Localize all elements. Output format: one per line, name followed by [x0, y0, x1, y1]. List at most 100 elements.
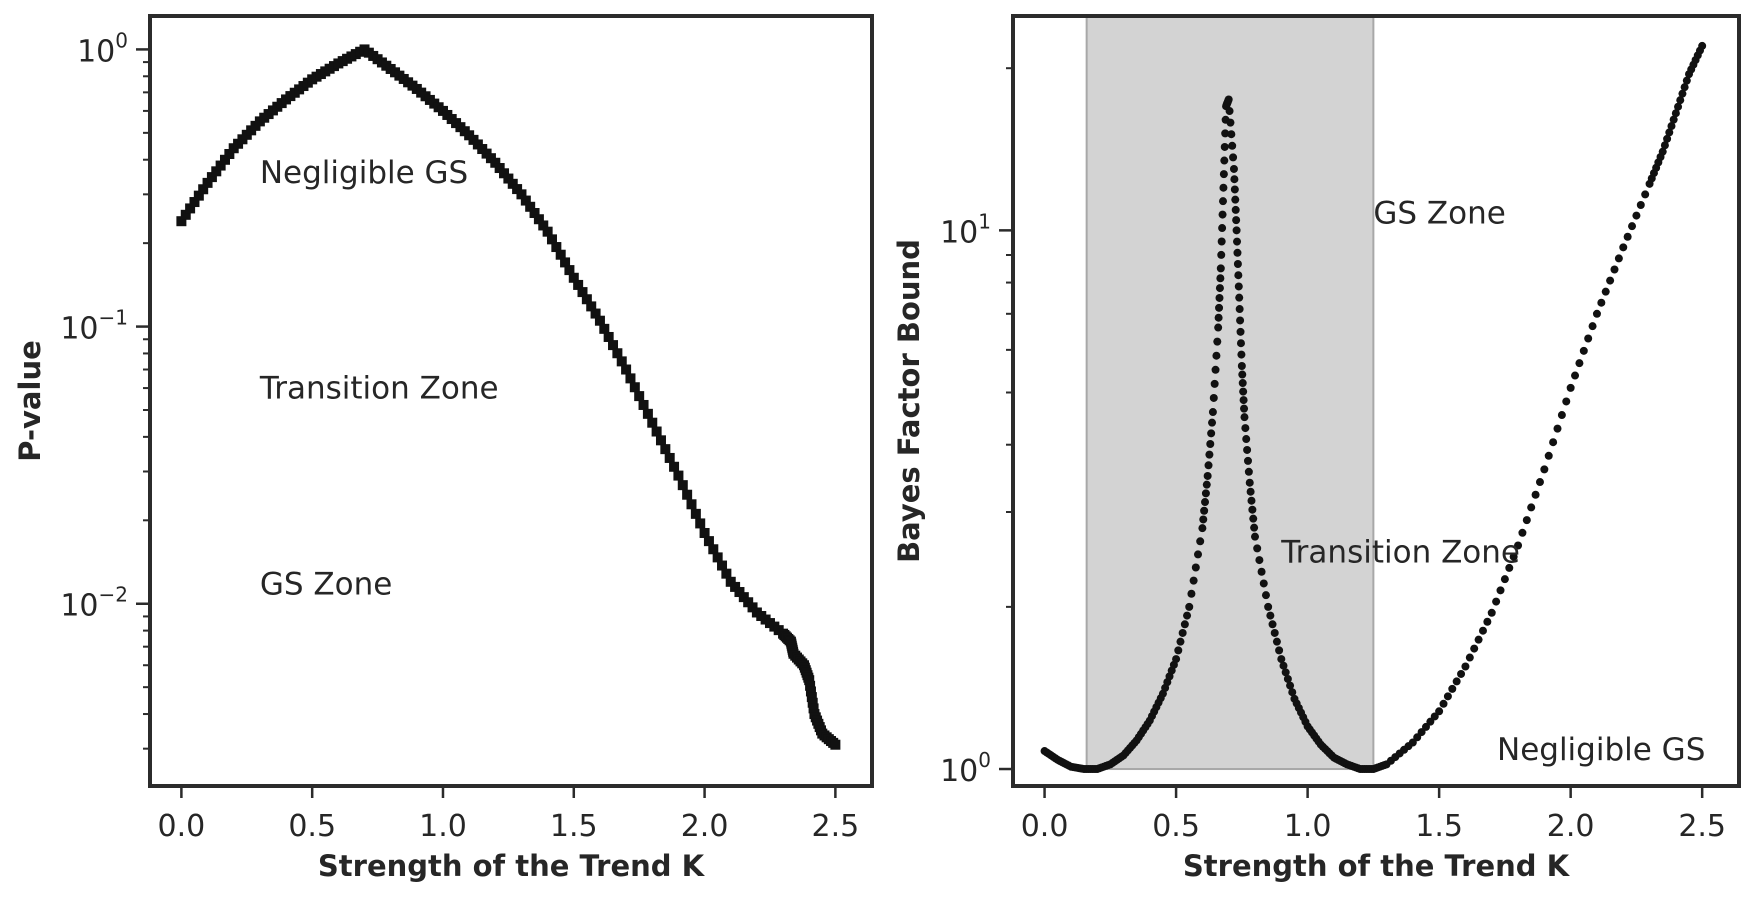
data-point	[1660, 141, 1669, 150]
data-point	[1557, 411, 1566, 420]
data-point	[1239, 387, 1248, 396]
data-point	[743, 597, 754, 608]
x-tick-label: 1.5	[1415, 809, 1463, 844]
data-point	[1214, 323, 1223, 332]
data-point	[1203, 471, 1212, 480]
data-point	[1500, 575, 1509, 584]
data-point	[1243, 445, 1252, 454]
data-point	[1214, 313, 1223, 322]
data-point	[1266, 611, 1275, 620]
data-point	[1584, 334, 1593, 343]
data-point	[1279, 661, 1288, 670]
data-point	[703, 536, 714, 547]
data-point	[1236, 327, 1245, 336]
data-point	[568, 272, 579, 283]
data-point	[193, 190, 204, 201]
data-point	[594, 315, 605, 326]
data-point	[1224, 95, 1233, 104]
data-point	[1606, 276, 1615, 285]
data-point	[1259, 579, 1268, 588]
data-point	[638, 399, 649, 410]
data-point	[1641, 190, 1650, 199]
data-point	[503, 173, 514, 184]
data-point	[564, 265, 575, 276]
data-point	[1215, 293, 1224, 302]
data-point	[1549, 438, 1558, 447]
data-point	[1487, 608, 1496, 617]
data-point	[1579, 346, 1588, 355]
data-point	[1209, 393, 1218, 402]
data-point	[1678, 89, 1687, 98]
data-point	[1237, 350, 1246, 359]
data-point	[1553, 424, 1562, 433]
data-points	[176, 44, 841, 750]
data-point	[1205, 450, 1214, 459]
data-point	[1216, 274, 1225, 283]
data-point	[1261, 591, 1270, 600]
data-point	[1210, 379, 1219, 388]
data-point	[1575, 359, 1584, 368]
data-point	[1212, 351, 1221, 360]
data-point	[1443, 692, 1452, 701]
data-point	[1219, 170, 1228, 179]
data-point	[1544, 451, 1553, 460]
data-point	[586, 301, 597, 312]
data-point	[206, 172, 217, 183]
y-tick-label: 101	[940, 209, 991, 250]
zone-label: Transition Zone	[259, 371, 499, 407]
data-point	[1268, 620, 1277, 629]
data-point	[682, 489, 693, 500]
x-tick-label: 1.5	[550, 809, 598, 844]
data-point	[1231, 205, 1240, 214]
data-point	[512, 184, 523, 195]
data-point	[198, 184, 209, 195]
zone-annotations: GS Zone Transition Zone Negligible GS	[1280, 195, 1705, 767]
data-point	[1234, 271, 1243, 280]
x-tick-label: 0.5	[288, 809, 336, 844]
data-point	[1231, 195, 1240, 204]
data-point	[629, 382, 640, 393]
data-point	[621, 364, 632, 375]
data-point	[695, 518, 706, 529]
data-point	[1623, 232, 1632, 241]
data-point	[1201, 498, 1210, 507]
data-point	[1185, 602, 1194, 611]
data-point	[1220, 156, 1229, 165]
data-point	[490, 157, 501, 168]
data-point	[1671, 109, 1680, 118]
data-point	[546, 234, 557, 245]
data-point	[1667, 122, 1676, 131]
data-point	[708, 544, 719, 555]
data-point	[805, 686, 816, 697]
data-point	[730, 581, 741, 592]
data-point	[1176, 637, 1185, 646]
data-point	[634, 391, 645, 402]
data-point	[1199, 515, 1208, 524]
data-point	[1217, 237, 1226, 246]
data-point	[1248, 505, 1257, 514]
data-point	[560, 257, 571, 268]
data-point	[1216, 264, 1225, 273]
y-axis-ticks: 100 101	[940, 67, 1013, 789]
data-point	[1236, 316, 1245, 325]
y-tick-label: 10−2	[60, 583, 128, 624]
data-point	[1522, 516, 1531, 525]
data-point	[1235, 293, 1244, 302]
data-point	[1228, 141, 1237, 150]
data-point	[1237, 361, 1246, 370]
zone-label: Transition Zone	[1280, 534, 1520, 570]
data-point	[1457, 669, 1466, 678]
data-point	[1658, 147, 1667, 156]
data-point	[655, 435, 666, 446]
data-point	[608, 340, 619, 351]
data-point	[738, 592, 749, 603]
data-point	[1211, 365, 1220, 374]
data-point	[516, 189, 527, 200]
data-point	[1592, 309, 1601, 318]
data-point	[1236, 339, 1245, 348]
data-point	[599, 323, 610, 334]
data-point	[1257, 567, 1266, 576]
data-point	[1632, 211, 1641, 220]
data-point	[1682, 76, 1691, 85]
data-point	[542, 226, 553, 237]
